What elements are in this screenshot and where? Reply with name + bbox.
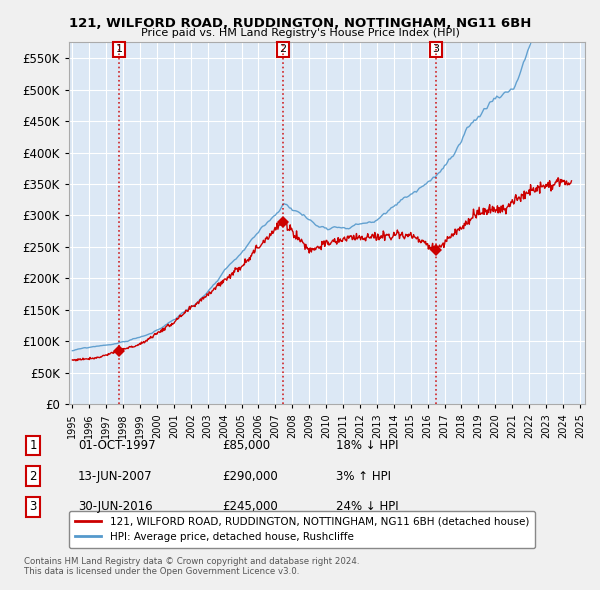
Text: 01-OCT-1997: 01-OCT-1997	[78, 439, 155, 452]
Text: £290,000: £290,000	[222, 470, 278, 483]
Text: Contains HM Land Registry data © Crown copyright and database right 2024.: Contains HM Land Registry data © Crown c…	[24, 558, 359, 566]
Text: 2: 2	[29, 470, 37, 483]
Text: 121, WILFORD ROAD, RUDDINGTON, NOTTINGHAM, NG11 6BH: 121, WILFORD ROAD, RUDDINGTON, NOTTINGHA…	[69, 17, 531, 30]
Text: 3% ↑ HPI: 3% ↑ HPI	[336, 470, 391, 483]
Text: 30-JUN-2016: 30-JUN-2016	[78, 500, 152, 513]
Text: 18% ↓ HPI: 18% ↓ HPI	[336, 439, 398, 452]
Legend: 121, WILFORD ROAD, RUDDINGTON, NOTTINGHAM, NG11 6BH (detached house), HPI: Avera: 121, WILFORD ROAD, RUDDINGTON, NOTTINGHA…	[69, 510, 535, 548]
Text: 24% ↓ HPI: 24% ↓ HPI	[336, 500, 398, 513]
Text: 1: 1	[115, 44, 122, 54]
Text: 1: 1	[29, 439, 37, 452]
Text: £245,000: £245,000	[222, 500, 278, 513]
Text: 13-JUN-2007: 13-JUN-2007	[78, 470, 152, 483]
Text: Price paid vs. HM Land Registry's House Price Index (HPI): Price paid vs. HM Land Registry's House …	[140, 28, 460, 38]
Text: £85,000: £85,000	[222, 439, 270, 452]
Text: 3: 3	[29, 500, 37, 513]
Text: This data is licensed under the Open Government Licence v3.0.: This data is licensed under the Open Gov…	[24, 567, 299, 576]
Text: 3: 3	[433, 44, 440, 54]
Text: 2: 2	[280, 44, 287, 54]
